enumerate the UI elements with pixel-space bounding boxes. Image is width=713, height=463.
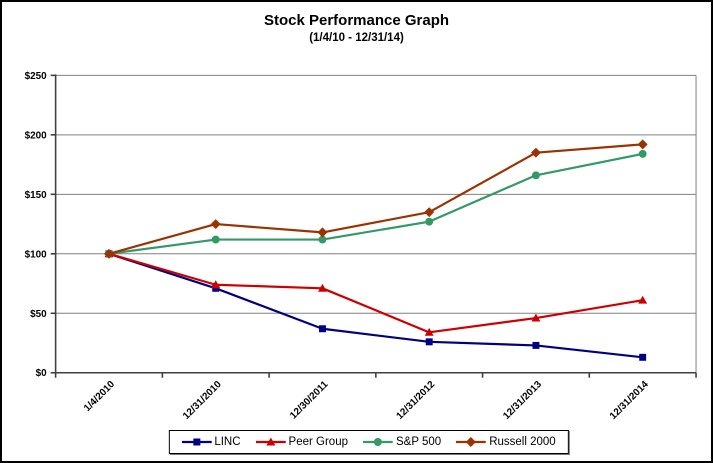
gridlines [55,74,697,373]
triangle-marker [211,280,221,289]
triangle-marker [318,283,327,292]
circle-marker [531,171,540,180]
x-axis-tick-label: 12/30/2011 [288,379,331,422]
triangle-marker [424,327,434,336]
triangle-marker [266,437,276,446]
y-axis-labels: $0 $50 $100 $150 $200 $250 [25,71,48,379]
circle-marker [425,217,434,226]
legend-marker-russell-2000 [456,437,487,447]
legend-marker-linc [181,438,212,446]
x-axis-tick-label: 12/31/2013 [501,379,544,422]
square-marker [639,353,647,361]
series-s-p-500 [105,149,647,258]
circle-marker [211,235,220,244]
diamond-marker [466,437,477,447]
square-marker [532,341,540,349]
diamond-marker [210,219,221,230]
y-axis-tick-label: $250 [25,71,48,82]
circle-marker [374,438,383,446]
legend-label-linc: LINC [214,436,241,448]
legend-item-russell-2000: Russell 2000 [456,436,556,448]
diamond-marker [317,227,328,238]
legend-item-s-p-500: S&P 500 [363,436,441,448]
y-axis-tick-label: $200 [25,130,48,141]
series-line-s-p-500 [107,152,644,255]
series-line-linc [107,252,644,359]
series-line-russell-2000 [107,143,644,255]
triangle-marker [638,295,648,304]
series-line-peer-group [107,252,644,334]
axes [50,74,697,378]
diamond-marker [530,147,541,158]
y-axis-tick-label: $150 [25,190,48,201]
legend-item-peer-group: Peer Group [255,436,349,448]
x-axis-tick-label: 12/31/2014 [608,379,651,422]
square-marker [318,325,326,333]
square-marker [192,438,200,446]
x-axis-labels: 1/4/2010 12/31/2010 12/30/2011 12/31/2012 12… [82,379,651,422]
diamond-marker [424,207,435,218]
series-peer-group [104,249,648,336]
legend-item-linc: LINC [181,436,241,448]
legend: LINC Peer Group S&P 500 Russell 2000 [168,430,569,454]
legend-marker-peer-group [255,437,286,446]
x-axis-tick-label: 12/31/2012 [394,379,437,422]
x-axis-tick-label: 1/4/2010 [82,379,117,414]
series-linc [105,250,647,361]
y-axis-tick-label: $0 [36,368,48,379]
legend-label-russell-2000: Russell 2000 [489,436,556,448]
y-axis-tick-label: $50 [30,309,47,320]
legend-label-peer-group: Peer Group [288,436,349,448]
circle-marker [638,149,647,158]
triangle-marker [531,313,541,322]
legend-marker-s-p-500 [363,438,394,446]
series-russell-2000 [104,139,648,259]
legend-label-s-p-500: S&P 500 [396,436,442,448]
square-marker [212,284,220,292]
circle-marker [318,235,327,244]
square-marker [425,338,433,346]
y-axis-tick-label: $100 [25,249,48,260]
x-axis-tick-label: 12/31/2010 [181,379,224,422]
diamond-marker [637,139,648,150]
